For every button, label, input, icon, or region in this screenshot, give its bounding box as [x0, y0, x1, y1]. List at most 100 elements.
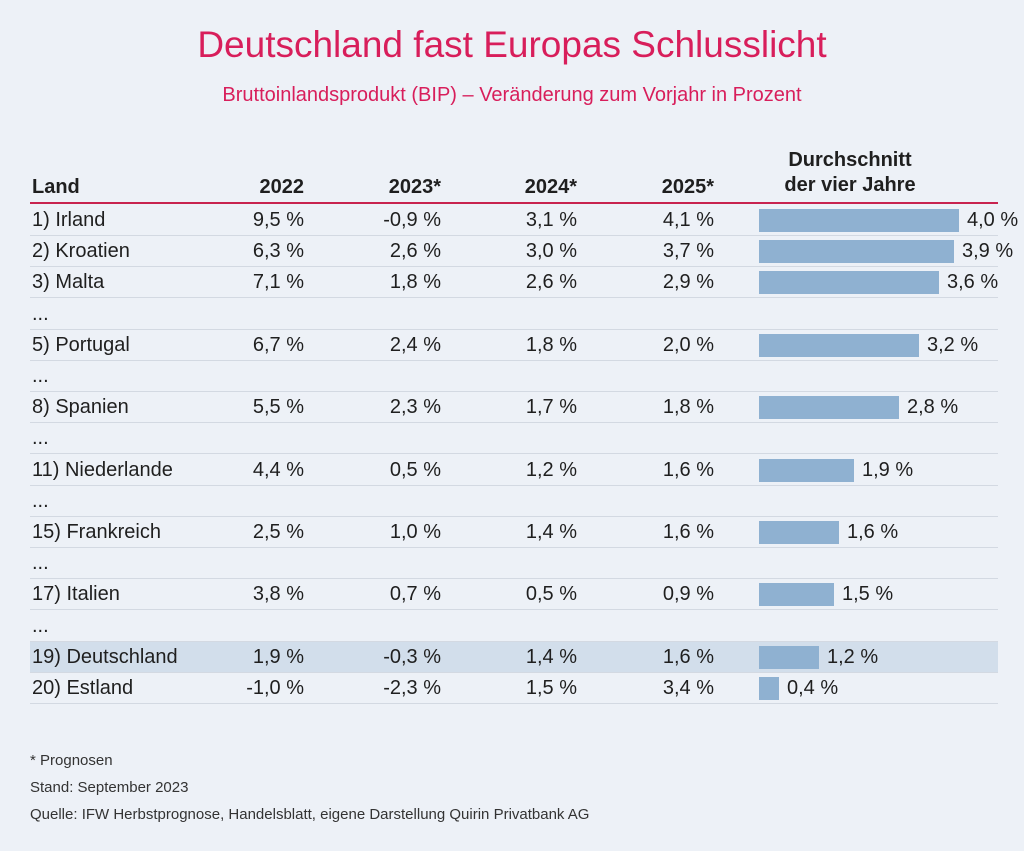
average-bar: [759, 271, 939, 295]
ellipsis-row: ...: [30, 611, 998, 642]
value-2022: 9,5 %: [252, 209, 304, 231]
ellipsis-text: ...: [32, 552, 49, 575]
value-2025: 1,6 %: [662, 645, 714, 668]
value-2022: 5,5 %: [252, 396, 304, 419]
column-header-2025: 2025*: [661, 176, 714, 198]
country-name: 5) Portugal: [32, 333, 130, 356]
average-bar-label: 1,5 %: [842, 583, 894, 606]
value-2025: 1,8 %: [662, 396, 714, 419]
country-name: 8) Spanien: [32, 396, 129, 419]
ellipsis-text: ...: [32, 302, 49, 325]
average-bar-label: 4,0 %: [967, 209, 1019, 231]
table-row: 3) Malta 7,1 % 1,8 % 2,6 % 2,9 % 3,6 %: [30, 267, 999, 299]
value-2025: 1,6 %: [662, 458, 714, 481]
footnote-stand: Stand: September 2023: [30, 779, 189, 796]
country-name: 17) Italien: [32, 583, 120, 606]
value-2025: 1,6 %: [662, 521, 714, 543]
value-2023: 0,7 %: [389, 583, 441, 606]
average-bar: [759, 458, 854, 482]
table-row: 8) Spanien 5,5 % 2,3 % 1,7 % 1,8 % 2,8 %: [30, 392, 998, 424]
value-2025: 0,9 %: [662, 583, 714, 606]
value-2024: 1,8 %: [525, 333, 577, 356]
value-2023: 2,6 %: [389, 240, 441, 263]
column-header-land: Land: [32, 176, 80, 198]
footnote-prognosen: * Prognosen: [30, 752, 113, 769]
average-bar: [759, 240, 954, 264]
ellipsis-text: ...: [32, 365, 49, 387]
value-2022: 7,1 %: [252, 271, 304, 294]
value-2024: 2,6 %: [525, 271, 577, 294]
column-header-average: Durchschnitt der vier Jahre: [760, 148, 940, 198]
ellipsis-text: ...: [32, 489, 49, 512]
value-2023: 1,8 %: [389, 271, 441, 294]
table-row: 15) Frankreich 2,5 % 1,0 % 1,4 % 1,6 % 1,6 %: [30, 517, 998, 548]
average-bar-label: 1,2 %: [827, 645, 879, 668]
average-bar-label: 1,9 %: [862, 458, 914, 481]
country-name: 1) Irland: [32, 209, 106, 231]
column-header-2022: 2022: [259, 176, 305, 198]
average-bar: [759, 677, 779, 700]
value-2023: -0,9 %: [383, 209, 441, 231]
column-header-2024: 2024*: [524, 176, 577, 198]
header-divider: [30, 202, 998, 204]
value-2023: 0,5 %: [389, 458, 441, 481]
ellipsis-row: ...: [30, 361, 998, 392]
ellipsis-text: ...: [32, 427, 49, 450]
average-bar: [759, 209, 959, 232]
country-name: 19) Deutschland: [32, 645, 178, 668]
value-2023: 2,4 %: [389, 333, 441, 356]
table-row: 11) Niederlande 4,4 % 0,5 % 1,2 % 1,6 % 1,9 %: [30, 455, 998, 486]
value-2023: -2,3 %: [383, 677, 441, 699]
country-name: 2) Kroatien: [32, 240, 130, 263]
value-2022: 2,5 %: [252, 521, 304, 543]
value-2023: -0,3 %: [383, 645, 441, 668]
value-2022: -1,0 %: [246, 677, 304, 699]
value-2025: 2,0 %: [662, 333, 714, 356]
average-bar: [759, 645, 819, 669]
chart-subtitle: Bruttoinlandsprodukt (BIP) – Veränderung…: [222, 84, 802, 106]
average-bar: [759, 583, 834, 607]
value-2024: 3,1 %: [525, 209, 577, 231]
ellipsis-row: ...: [30, 486, 998, 517]
country-name: 20) Estland: [32, 677, 134, 699]
chart-title: Deutschland fast Europas Schlusslicht: [197, 24, 827, 65]
average-bar-label: 3,6 %: [947, 271, 999, 294]
table-row: 5) Portugal 6,7 % 2,4 % 1,8 % 2,0 % 3,2 %: [30, 330, 998, 361]
table-row: 1) Irland 9,5 % -0,9 % 3,1 % 4,1 % 4,0 %: [30, 205, 1018, 236]
country-name: 11) Niederlande: [32, 458, 173, 481]
value-2023: 1,0 %: [389, 521, 441, 543]
average-bar: [759, 396, 899, 420]
table-row: 19) Deutschland 1,9 % -0,3 % 1,4 % 1,6 % 1,2 …: [30, 641, 998, 673]
ellipsis-row: ...: [30, 423, 998, 455]
value-2024: 1,4 %: [525, 645, 577, 668]
average-bar: [759, 333, 919, 357]
country-name: 15) Frankreich: [32, 521, 161, 543]
footnote-source: Quelle: IFW Herbstprognose, Handelsblatt…: [30, 806, 590, 823]
value-2022: 3,8 %: [252, 583, 304, 606]
value-2024: 3,0 %: [525, 240, 577, 263]
table-row: 17) Italien 3,8 % 0,7 % 0,5 % 0,9 % 1,5 %: [30, 579, 998, 611]
column-header-2023: 2023*: [388, 176, 441, 198]
average-bar-label: 1,6 %: [847, 521, 899, 543]
ellipsis-row: ...: [30, 299, 998, 330]
table-row: 2) Kroatien 6,3 % 2,6 % 3,0 % 3,7 % 3,9 %: [30, 236, 1013, 268]
average-bar: [759, 521, 839, 544]
average-bar-label: 2,8 %: [907, 396, 959, 419]
ellipsis-text: ...: [32, 614, 49, 637]
value-2022: 6,7 %: [252, 333, 304, 356]
average-bar-label: 3,9 %: [962, 240, 1014, 263]
value-2023: 2,3 %: [389, 396, 441, 419]
value-2024: 0,5 %: [525, 583, 577, 606]
value-2022: 6,3 %: [252, 240, 304, 263]
value-2024: 1,5 %: [525, 677, 577, 699]
value-2024: 1,7 %: [525, 396, 577, 419]
average-bar-label: 0,4 %: [787, 677, 839, 699]
column-header-average-line2: der vier Jahre: [784, 174, 916, 196]
table-row: 20) Estland -1,0 % -2,3 % 1,5 % 3,4 % 0,4 %: [30, 673, 998, 704]
ellipsis-row: ...: [30, 548, 998, 580]
value-2024: 1,4 %: [525, 521, 577, 543]
value-2022: 1,9 %: [252, 645, 304, 668]
value-2025: 3,7 %: [662, 240, 714, 263]
country-name: 3) Malta: [32, 271, 105, 294]
value-2025: 4,1 %: [662, 209, 714, 231]
